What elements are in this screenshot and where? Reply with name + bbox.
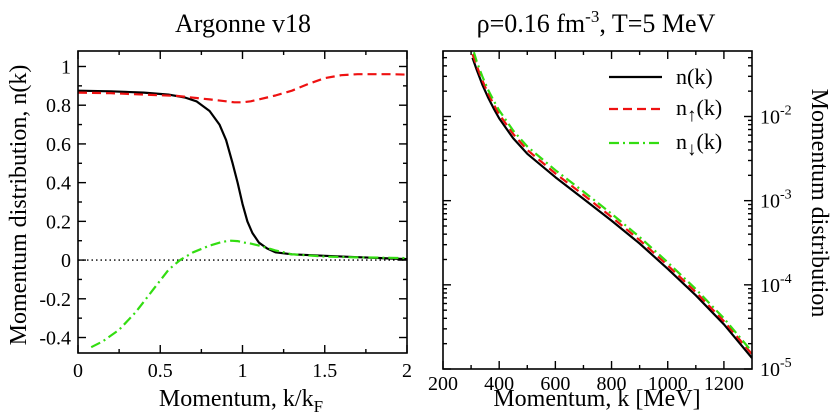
right-y-tick-exp: -5 (780, 356, 792, 371)
legend-label-ndown-sub: ↓ (687, 139, 697, 160)
left-y-tick-label: -0.2 (39, 289, 71, 311)
left-x-tick-label: 1 (238, 360, 248, 382)
right-y-tick-exp: -4 (780, 272, 792, 287)
legend: n(k) n↑(k) n↓(k) (609, 64, 722, 160)
right-panel: ρ=0.16 fm-3, T=5 MeV Momentum, k [MeV] M… (428, 7, 830, 412)
left-panel: Argonne v18 Momentum, k/kF Momentum dist… (6, 9, 412, 416)
legend-label-nk: n(k) (676, 64, 713, 89)
legend-label-ndown-main: n (676, 129, 687, 154)
legend-label-nup: n↑(k) (676, 95, 722, 126)
left-x-tick-label: 2 (402, 360, 412, 382)
right-plot-frame (442, 50, 753, 370)
right-y-tick-label: 10-4 (760, 272, 792, 297)
legend-label-nup-tail: (k) (697, 95, 723, 120)
right-x-tick-label: 1000 (648, 373, 688, 395)
legend-label-nk-main: n(k) (676, 64, 713, 89)
legend-label-nup-sub: ↑ (687, 105, 697, 126)
right-y-tick-label: 10-3 (760, 188, 792, 213)
right-x-tick-label: 1200 (704, 373, 744, 395)
right-chart-title: ρ=0.16 fm-3, T=5 MeV (477, 7, 716, 38)
right-x-tick-label: 200 (428, 373, 458, 395)
left-y-tick-label: 0.8 (46, 95, 71, 117)
right-series-nk (471, 57, 752, 359)
left-x-tick-label: 0 (73, 360, 83, 382)
left-plot-frame (77, 50, 408, 354)
right-y-tick-base: 10 (760, 106, 780, 128)
right-title-tail: , T=5 MeV (599, 9, 715, 38)
legend-label-ndown: n↓(k) (676, 129, 722, 160)
right-series-ndown (472, 51, 752, 353)
right-y-tick-exp: -2 (780, 103, 792, 118)
right-series-nup (471, 53, 752, 355)
left-y-tick-label: 0.6 (46, 134, 71, 156)
right-y-tick-label: 10-5 (760, 356, 792, 381)
left-x-axis-label: Momentum, k/kF (159, 386, 323, 416)
left-x-axis-label-sub: F (314, 397, 323, 416)
left-x-tick-label: 1.5 (312, 360, 337, 382)
right-x-tick-label: 600 (540, 373, 570, 395)
right-y-tick-base: 10 (760, 191, 780, 213)
right-title-sup: -3 (585, 7, 599, 26)
right-y-tick-base: 10 (760, 275, 780, 297)
right-series (471, 51, 752, 359)
legend-label-nup-main: n (676, 95, 687, 120)
right-y-tick-exp: -3 (780, 188, 792, 203)
right-y-tick-label: 10-2 (760, 103, 792, 128)
left-y-tick-label: 0.4 (46, 173, 71, 195)
left-x-tick-label: 0.5 (148, 360, 173, 382)
left-y-tick-label: -0.4 (39, 328, 71, 350)
right-x-tick-label: 800 (597, 373, 627, 395)
left-x-axis-label-main: Momentum, k/k (159, 386, 314, 412)
left-series-nup (77, 73, 408, 104)
left-series (77, 73, 408, 349)
right-title-main: ρ=0.16 fm (477, 9, 586, 38)
legend-label-ndown-tail: (k) (697, 129, 723, 154)
left-series-nk (77, 89, 408, 261)
right-x-axis-label: Momentum, k [MeV] (493, 386, 700, 412)
right-y-tick-base: 10 (760, 359, 780, 381)
left-y-tick-label: 1 (61, 56, 71, 78)
right-x-tick-label: 400 (484, 373, 514, 395)
left-y-tick-label: 0.2 (46, 211, 71, 233)
left-y-tick-label: 0 (61, 250, 71, 272)
right-y-axis-label: Momentum distribution (806, 89, 830, 318)
left-chart-title: Argonne v18 (175, 9, 311, 38)
left-y-axis-label: Momentum distribution, n(k) (6, 65, 32, 346)
left-series-ndown (90, 239, 408, 349)
